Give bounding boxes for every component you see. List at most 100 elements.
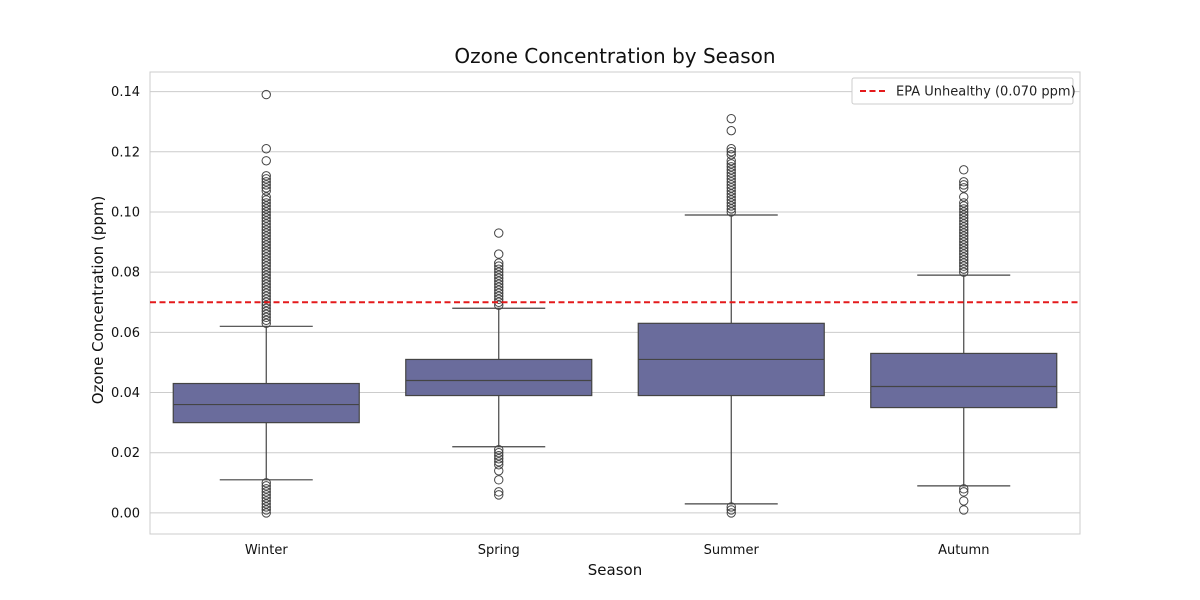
outlier-point [261,285,271,295]
outlier-point [261,273,271,283]
outlier-point [726,174,736,184]
box-iqr [870,352,1058,409]
outlier-point [261,177,271,187]
outlier-point [494,487,504,497]
outlier-point [959,204,969,214]
outlier-point [959,201,969,211]
box-spring [405,228,593,500]
outlier-point [959,264,969,274]
outlier-point [959,177,969,187]
outlier-point [726,183,736,193]
outlier-point [494,294,504,304]
outlier-point [261,505,271,515]
outlier-point [959,240,969,250]
outlier-point [261,294,271,304]
outlier-point [261,315,271,326]
outlier-point [726,508,736,518]
outlier-point [261,267,271,277]
outlier-point [959,228,969,238]
y-axis-label: Ozone Concentration (ppm) [89,196,107,405]
outlier-point [261,198,271,208]
outlier-point [959,258,969,268]
outlier-point [494,270,504,280]
outlier-point [261,490,271,500]
outlier-point [261,231,271,241]
outlier-point [959,484,969,494]
outlier-point [959,165,969,175]
outlier-point [261,243,271,253]
outlier-point [261,225,271,235]
box-plots [172,89,1058,518]
outlier-point [959,222,969,232]
outlier-point [261,204,271,214]
outlier-point [261,255,271,265]
outlier-point [726,505,736,515]
outlier-point [959,261,969,271]
outlier-point [959,234,969,244]
outlier-point [261,312,271,322]
x-tick-label: Spring [478,543,520,558]
y-tick-label: 0.00 [111,506,140,521]
outlier-point [726,195,736,205]
outlier-point [261,282,271,292]
box-autumn [870,165,1058,515]
outlier-point [726,168,736,178]
outlier-point [261,174,271,184]
y-tick-label: 0.08 [111,266,140,281]
outlier-point [261,264,271,274]
y-tick-label: 0.02 [111,446,140,461]
outlier-point [959,213,969,223]
chart-title: Ozone Concentration by Season [454,44,775,68]
outlier-point [261,318,271,329]
outlier-point [261,279,271,289]
outlier-point [261,144,271,154]
y-ticks: 0.00 0.02 0.04 0.06 0.08 0.10 0.12 0.14 [111,85,140,521]
outlier-point [959,198,969,208]
outlier-point [261,496,271,506]
outlier-point [494,451,504,461]
outlier-point [261,306,271,316]
outlier-point [959,180,969,190]
outlier-point [959,231,969,241]
outlier-point [959,219,969,229]
outlier-point [261,186,271,196]
outlier-point [959,207,969,217]
outlier-point [261,180,271,190]
outlier-point [959,246,969,256]
outlier-point [261,261,271,271]
outlier-point [726,150,736,160]
outlier-point [261,213,271,223]
x-tick-label: Summer [704,543,760,558]
outlier-point [726,192,736,202]
outlier-point [726,201,736,211]
outlier-point [726,177,736,187]
outlier-point [494,282,504,292]
outlier-point [726,165,736,175]
outlier-point [726,180,736,190]
outlier-point [261,493,271,503]
outlier-point [261,478,271,488]
outlier-point [959,487,969,497]
outlier-point [494,288,504,298]
legend-frame [851,77,1074,105]
outlier-point [494,264,504,274]
box-summer [637,113,825,518]
outlier-point [726,113,736,124]
outlier-point [494,460,504,470]
outlier-point [261,288,271,298]
outlier-point [494,228,504,238]
x-tick-label: Autumn [938,543,989,558]
y-tick-label: 0.12 [111,145,140,160]
outlier-point [261,222,271,232]
outlier-point [726,502,736,512]
outlier-point [494,490,504,500]
outlier-point [261,484,271,494]
outlier-point [494,291,504,301]
outlier-point [261,219,271,229]
outlier-point [261,502,271,512]
outlier-point [261,171,271,181]
outlier-point [494,445,504,455]
outlier-point [261,499,271,509]
outlier-point [494,261,504,271]
outlier-point [726,159,736,169]
